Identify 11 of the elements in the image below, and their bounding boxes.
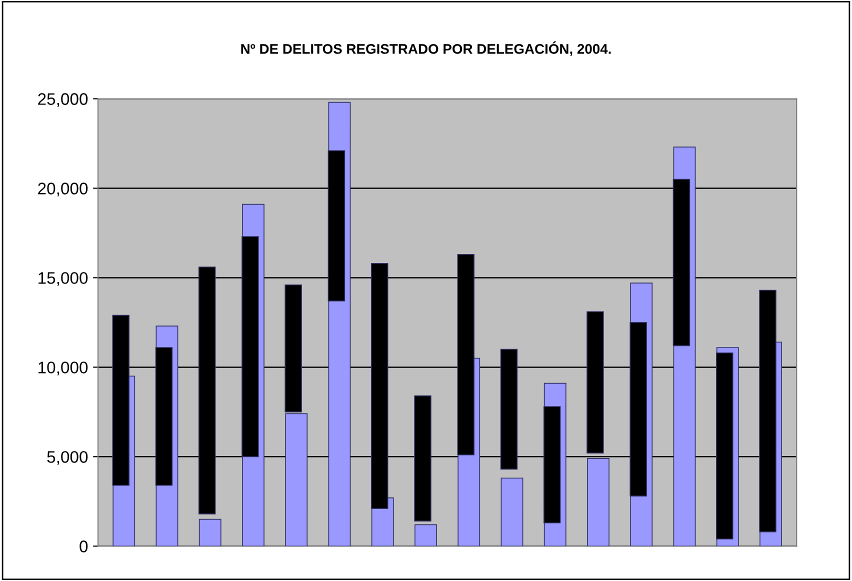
bar [500,478,524,546]
y-tick-label: 0 [80,540,88,552]
bar [198,518,222,546]
chart-title: Nº DE DELITOS REGISTRADO POR DELEGACIÓN, 2004. [241,41,611,56]
y-tick-label: 15,000 [38,272,88,286]
y-tick-label: 25,000 [38,93,88,107]
y-tick-label: 5,000 [47,451,88,465]
bar [587,458,610,546]
y-tick-label: 10,000 [38,362,88,376]
y-tick-label: 20,000 [38,182,88,196]
bar [414,524,437,546]
